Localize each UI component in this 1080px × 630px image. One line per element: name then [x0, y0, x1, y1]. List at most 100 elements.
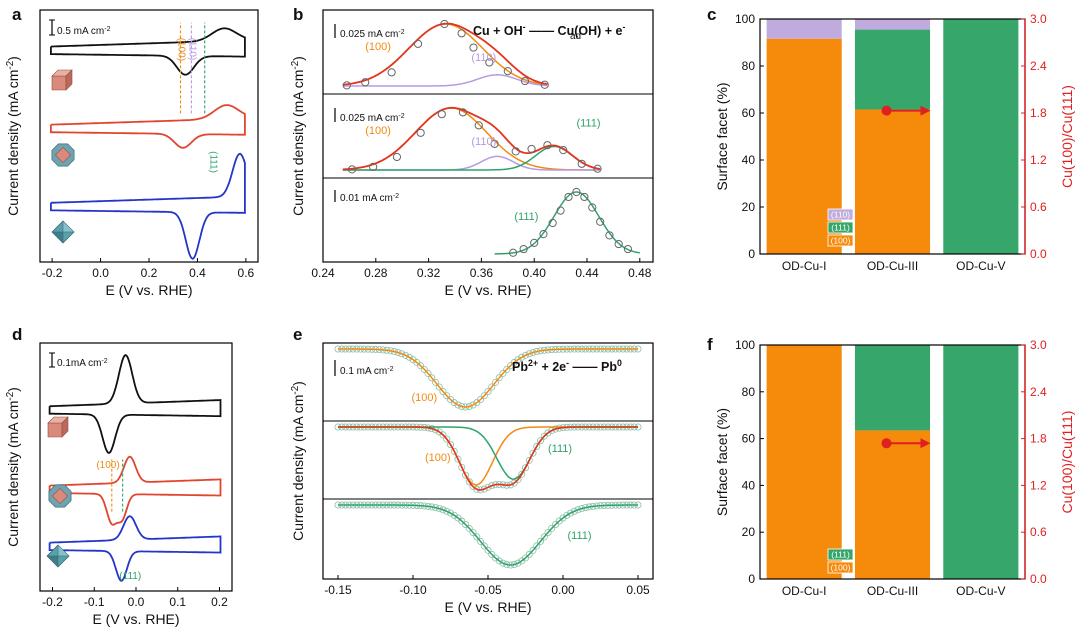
- e-data-point: [537, 537, 545, 545]
- e-data-point: [465, 478, 473, 486]
- chart-a: -0.2 0.0 0.2 0.4 0.6 E (V vs. RHE) Current den…: [5, 9, 259, 298]
- c-legend-swatch: [827, 221, 854, 234]
- panel-label-e: e: [293, 325, 302, 344]
- chart-e: -0.15 -0.10 -0.05 0.00 0.05 E (V vs. RHE) Curr…: [290, 342, 654, 615]
- b-data-point: [342, 81, 351, 90]
- a-xtick-label: 0.4: [189, 266, 206, 280]
- b-scale-bar-label: 0.01 mA cm-2: [340, 193, 399, 205]
- c-ytick-label: 0: [748, 247, 755, 261]
- e-data-point: [484, 387, 492, 395]
- d-cv-OD-Cu-III: [48, 455, 222, 526]
- e-data-point: [544, 429, 552, 437]
- e-data-point: [443, 507, 451, 515]
- e-data-point: [514, 356, 522, 364]
- e-data-point: [454, 455, 462, 463]
- b-data-point: [508, 248, 518, 257]
- b-xtick-label: 0.40: [523, 266, 547, 280]
- e-data-point: [416, 362, 424, 370]
- f-ytick-label: 20: [742, 525, 756, 539]
- f-ytick-label: 40: [742, 478, 756, 492]
- panel-label-d: d: [12, 325, 22, 344]
- a-xtick-label: 0.6: [238, 266, 255, 280]
- e-data-point: [450, 399, 458, 407]
- f-ytick-right-label: 0.6: [1030, 525, 1047, 539]
- octahedron-icon-facet: [46, 555, 59, 568]
- b-data-point: [593, 164, 602, 173]
- b-peak-label: (100): [365, 125, 391, 137]
- b-data-point: [559, 146, 568, 155]
- e-data-point: [428, 374, 436, 382]
- c-bar-OD-Cu-III-(110): [854, 19, 931, 30]
- c-legend-label: (111): [831, 223, 850, 233]
- e-data-point: [540, 533, 548, 541]
- e-peak-(100): [338, 348, 638, 408]
- c-category-label: OD-Cu-III: [867, 259, 918, 273]
- e-data-point: [435, 505, 443, 513]
- f-ratio-point: [881, 438, 892, 449]
- a-cv-OD-Cu-III: [50, 104, 246, 149]
- e-data-point: [522, 351, 530, 359]
- d-xtick-label: -0.2: [42, 595, 63, 609]
- e-data-point: [503, 365, 511, 373]
- c-category-label: OD-Cu-I: [782, 259, 827, 273]
- b-peak-(110): [342, 155, 601, 171]
- e-data-point: [499, 559, 507, 567]
- e-data-point: [480, 542, 488, 550]
- b-data-point: [511, 147, 520, 156]
- c-bar-OD-Cu-V-(111): [943, 19, 1019, 254]
- a-ylabel: Current density (mA cm-2): [5, 56, 22, 216]
- c-ytick-label: 80: [742, 59, 756, 73]
- b-data-point: [540, 80, 549, 89]
- b-peak-(110): [342, 74, 548, 87]
- d-ylabel: Current density (mA cm-2): [5, 387, 22, 547]
- cube-icon: [51, 75, 67, 91]
- e-data-point: [439, 387, 447, 395]
- e-data-point: [446, 509, 454, 517]
- b-data-point: [527, 144, 536, 154]
- e-data-point: [563, 511, 571, 519]
- e-data-point: [439, 431, 447, 439]
- e-peak-(111): [338, 504, 638, 566]
- panel-label-f: f: [707, 335, 713, 354]
- b-equation: Cu + OH- —— Cu(OH) + e-: [473, 22, 625, 38]
- b-xtick-label: 0.32: [417, 266, 441, 280]
- a-scale-bar-label: 0.5 mA cm-2: [57, 26, 111, 38]
- b-data-point: [596, 217, 605, 226]
- e-data-point: [458, 517, 466, 525]
- b-peak-label: (110): [471, 136, 496, 148]
- e-data-point: [469, 401, 477, 409]
- b-data-point: [458, 108, 468, 117]
- e-data-point: [525, 456, 533, 464]
- e-data-point: [405, 353, 413, 361]
- chart-c: OD-Cu-I OD-Cu-III OD-Cu-V 0 20 40 60 80 100 0.0 0.…: [714, 12, 1075, 273]
- b-data-point: [577, 159, 586, 168]
- f-ytick-right-label: 1.2: [1030, 478, 1047, 492]
- c-legend-label: (100): [831, 236, 851, 246]
- b-scale-bar-label: 0.025 mA cm-2: [340, 113, 405, 125]
- e-data-point: [495, 374, 503, 382]
- e-data-point: [394, 349, 402, 357]
- c-ylabel-right: Cu(100)/Cu(111): [1059, 85, 1075, 188]
- b-ylabel: Current density (mA cm-2): [290, 56, 307, 216]
- c-ylabel: Surface facet (%): [714, 82, 730, 190]
- e-data-point: [435, 383, 443, 391]
- b-xlabel: E (V vs. RHE): [444, 282, 531, 298]
- chart-d: -0.2 -0.1 0.0 0.1 0.2 E (V vs. RHE) Current de…: [5, 342, 233, 627]
- c-bar-OD-Cu-III-(100): [854, 109, 931, 254]
- c-ytick-right-label: 1.2: [1030, 153, 1047, 167]
- e-data-point: [450, 511, 458, 519]
- e-peak-label: (100): [412, 392, 438, 404]
- c-legend-swatch: [827, 208, 854, 221]
- e-peak-label: (111): [548, 443, 572, 455]
- f-ytick-label: 60: [742, 432, 756, 446]
- b-data-point: [588, 203, 597, 212]
- c-ytick-label: 100: [735, 12, 755, 26]
- c-ytick-right-label: 3.0: [1030, 12, 1047, 26]
- b-data-point: [548, 218, 557, 228]
- b-data-point: [519, 244, 528, 254]
- f-legend-label: (111): [831, 550, 850, 560]
- e-data-point: [578, 505, 586, 513]
- b-fit-total: [342, 22, 548, 86]
- b-data-point: [474, 121, 483, 130]
- e-peak-label: (111): [568, 530, 592, 542]
